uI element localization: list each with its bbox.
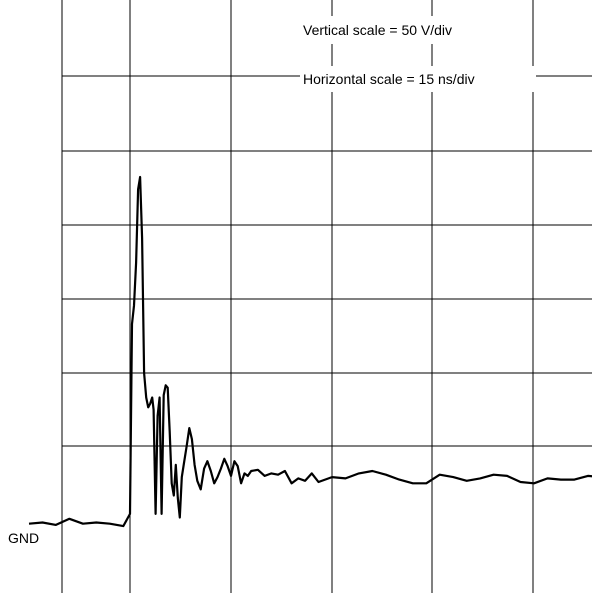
- horizontal-scale-label: Horizontal scale = 15 ns/div: [303, 71, 475, 87]
- vertical-scale-label: Vertical scale = 50 V/div: [303, 22, 452, 38]
- chart-grid: [61, 0, 592, 593]
- waveform-trace: [28, 175, 592, 528]
- horizontal-scale-label-bg: [300, 66, 536, 92]
- vertical-scale-label-bg: [300, 16, 530, 44]
- gnd-label: GND: [8, 530, 39, 546]
